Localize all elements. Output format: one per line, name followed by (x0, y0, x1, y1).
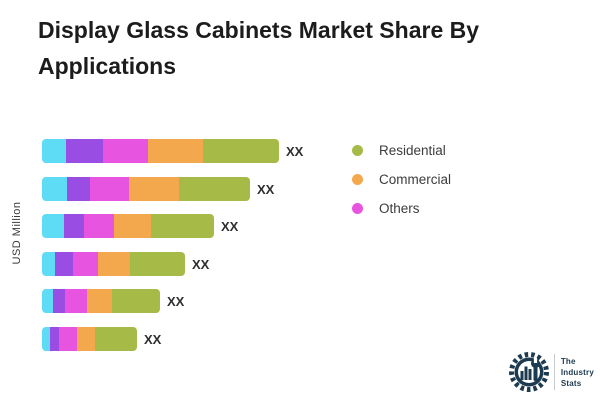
bar-segment-commercial (114, 214, 151, 238)
bar-segment-segment-purple (64, 214, 84, 238)
bar-segment-residential (130, 252, 185, 276)
bar-segment-commercial (98, 252, 130, 276)
bar-value-label: XX (221, 218, 239, 234)
logo: The Industry Stats (508, 351, 594, 393)
bar-segment-segment-cyan (42, 252, 55, 276)
bar-segment-residential (179, 177, 250, 201)
bar-segment-segment-purple (67, 177, 90, 201)
chart-title: Display Glass Cabinets Market Share By A… (38, 17, 480, 79)
bar-segment-commercial (77, 327, 95, 351)
logo-wordmark: The Industry Stats (561, 356, 594, 389)
logo-text-line: The (560, 356, 576, 366)
logo-text-line: Stats (560, 378, 582, 388)
bar-track (42, 214, 214, 238)
bar-row: XX (42, 177, 274, 201)
legend-label: Others (379, 201, 420, 216)
bar-row: XX (42, 214, 238, 238)
legend-item-others: Others (352, 194, 451, 223)
bar-segment-commercial (148, 139, 203, 163)
bar-track (42, 252, 185, 276)
bar-segment-others (65, 289, 87, 313)
bar-segment-others (84, 214, 114, 238)
bar-segment-commercial (129, 177, 179, 201)
bar-segment-others (73, 252, 98, 276)
bar-segment-residential (95, 327, 137, 351)
bar-value-label: XX (286, 143, 304, 159)
legend-dot-icon (352, 145, 363, 156)
legend-item-commercial: Commercial (352, 165, 451, 194)
bar-row: XX (42, 139, 303, 163)
legend-label: Residential (379, 143, 446, 158)
bar-segment-segment-cyan (42, 214, 64, 238)
bar-segment-residential (151, 214, 214, 238)
logo-divider (553, 354, 555, 390)
gear-wrench-chart-icon (508, 352, 549, 392)
legend-label: Commercial (379, 172, 452, 187)
bar-segment-commercial (87, 289, 112, 313)
bar-segment-segment-cyan (42, 139, 66, 163)
bar-track (42, 139, 279, 163)
logo-text-line: Industry (560, 367, 594, 377)
bar-row: XX (42, 327, 161, 351)
bar-segment-segment-purple (55, 252, 73, 276)
bar-segment-segment-cyan (42, 327, 50, 351)
bar-value-label: XX (167, 293, 185, 309)
bar-segment-segment-cyan (42, 177, 67, 201)
bar-segment-segment-purple (66, 139, 103, 163)
bar-segment-segment-purple (50, 327, 59, 351)
bar-segment-others (90, 177, 129, 201)
bar-segment-others (103, 139, 148, 163)
bar-track (42, 289, 160, 313)
bar-track (42, 327, 137, 351)
bar-segment-residential (112, 289, 160, 313)
legend-dot-icon (352, 174, 363, 185)
bar-value-label: XX (192, 256, 210, 272)
bar-segment-segment-cyan (42, 289, 53, 313)
legend: Residential Commercial Others (352, 136, 451, 223)
legend-dot-icon (352, 203, 363, 214)
bar-segment-residential (203, 139, 279, 163)
bar-track (42, 177, 250, 201)
legend-item-residential: Residential (352, 136, 451, 165)
bar-segment-segment-purple (53, 289, 65, 313)
bar-row: XX (42, 289, 184, 313)
bar-value-label: XX (144, 331, 162, 347)
bar-value-label: XX (257, 181, 275, 197)
bar-segment-others (59, 327, 77, 351)
bar-row: XX (42, 252, 209, 276)
